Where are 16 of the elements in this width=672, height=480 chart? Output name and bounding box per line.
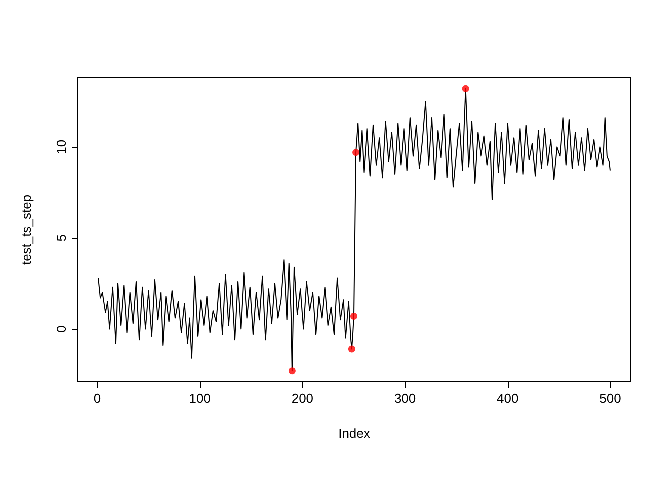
x-tick-label: 400 (497, 391, 519, 406)
x-tick-label: 500 (600, 391, 622, 406)
x-tick-label: 300 (394, 391, 416, 406)
y-axis-title: test_ts_step (19, 194, 34, 266)
point (288, 368, 296, 375)
x-tick-label: 0 (94, 391, 102, 406)
y-tick-label: 5 (54, 234, 69, 242)
y-tick-label: 10 (54, 140, 69, 154)
point (462, 85, 470, 92)
x-axis-title: Index (338, 426, 371, 441)
x-tick-label: 200 (292, 391, 314, 406)
point (352, 149, 360, 156)
x-tick-label: 100 (189, 391, 211, 406)
point (348, 346, 356, 353)
point (350, 312, 358, 320)
y-tick-label: 0 (54, 326, 69, 333)
